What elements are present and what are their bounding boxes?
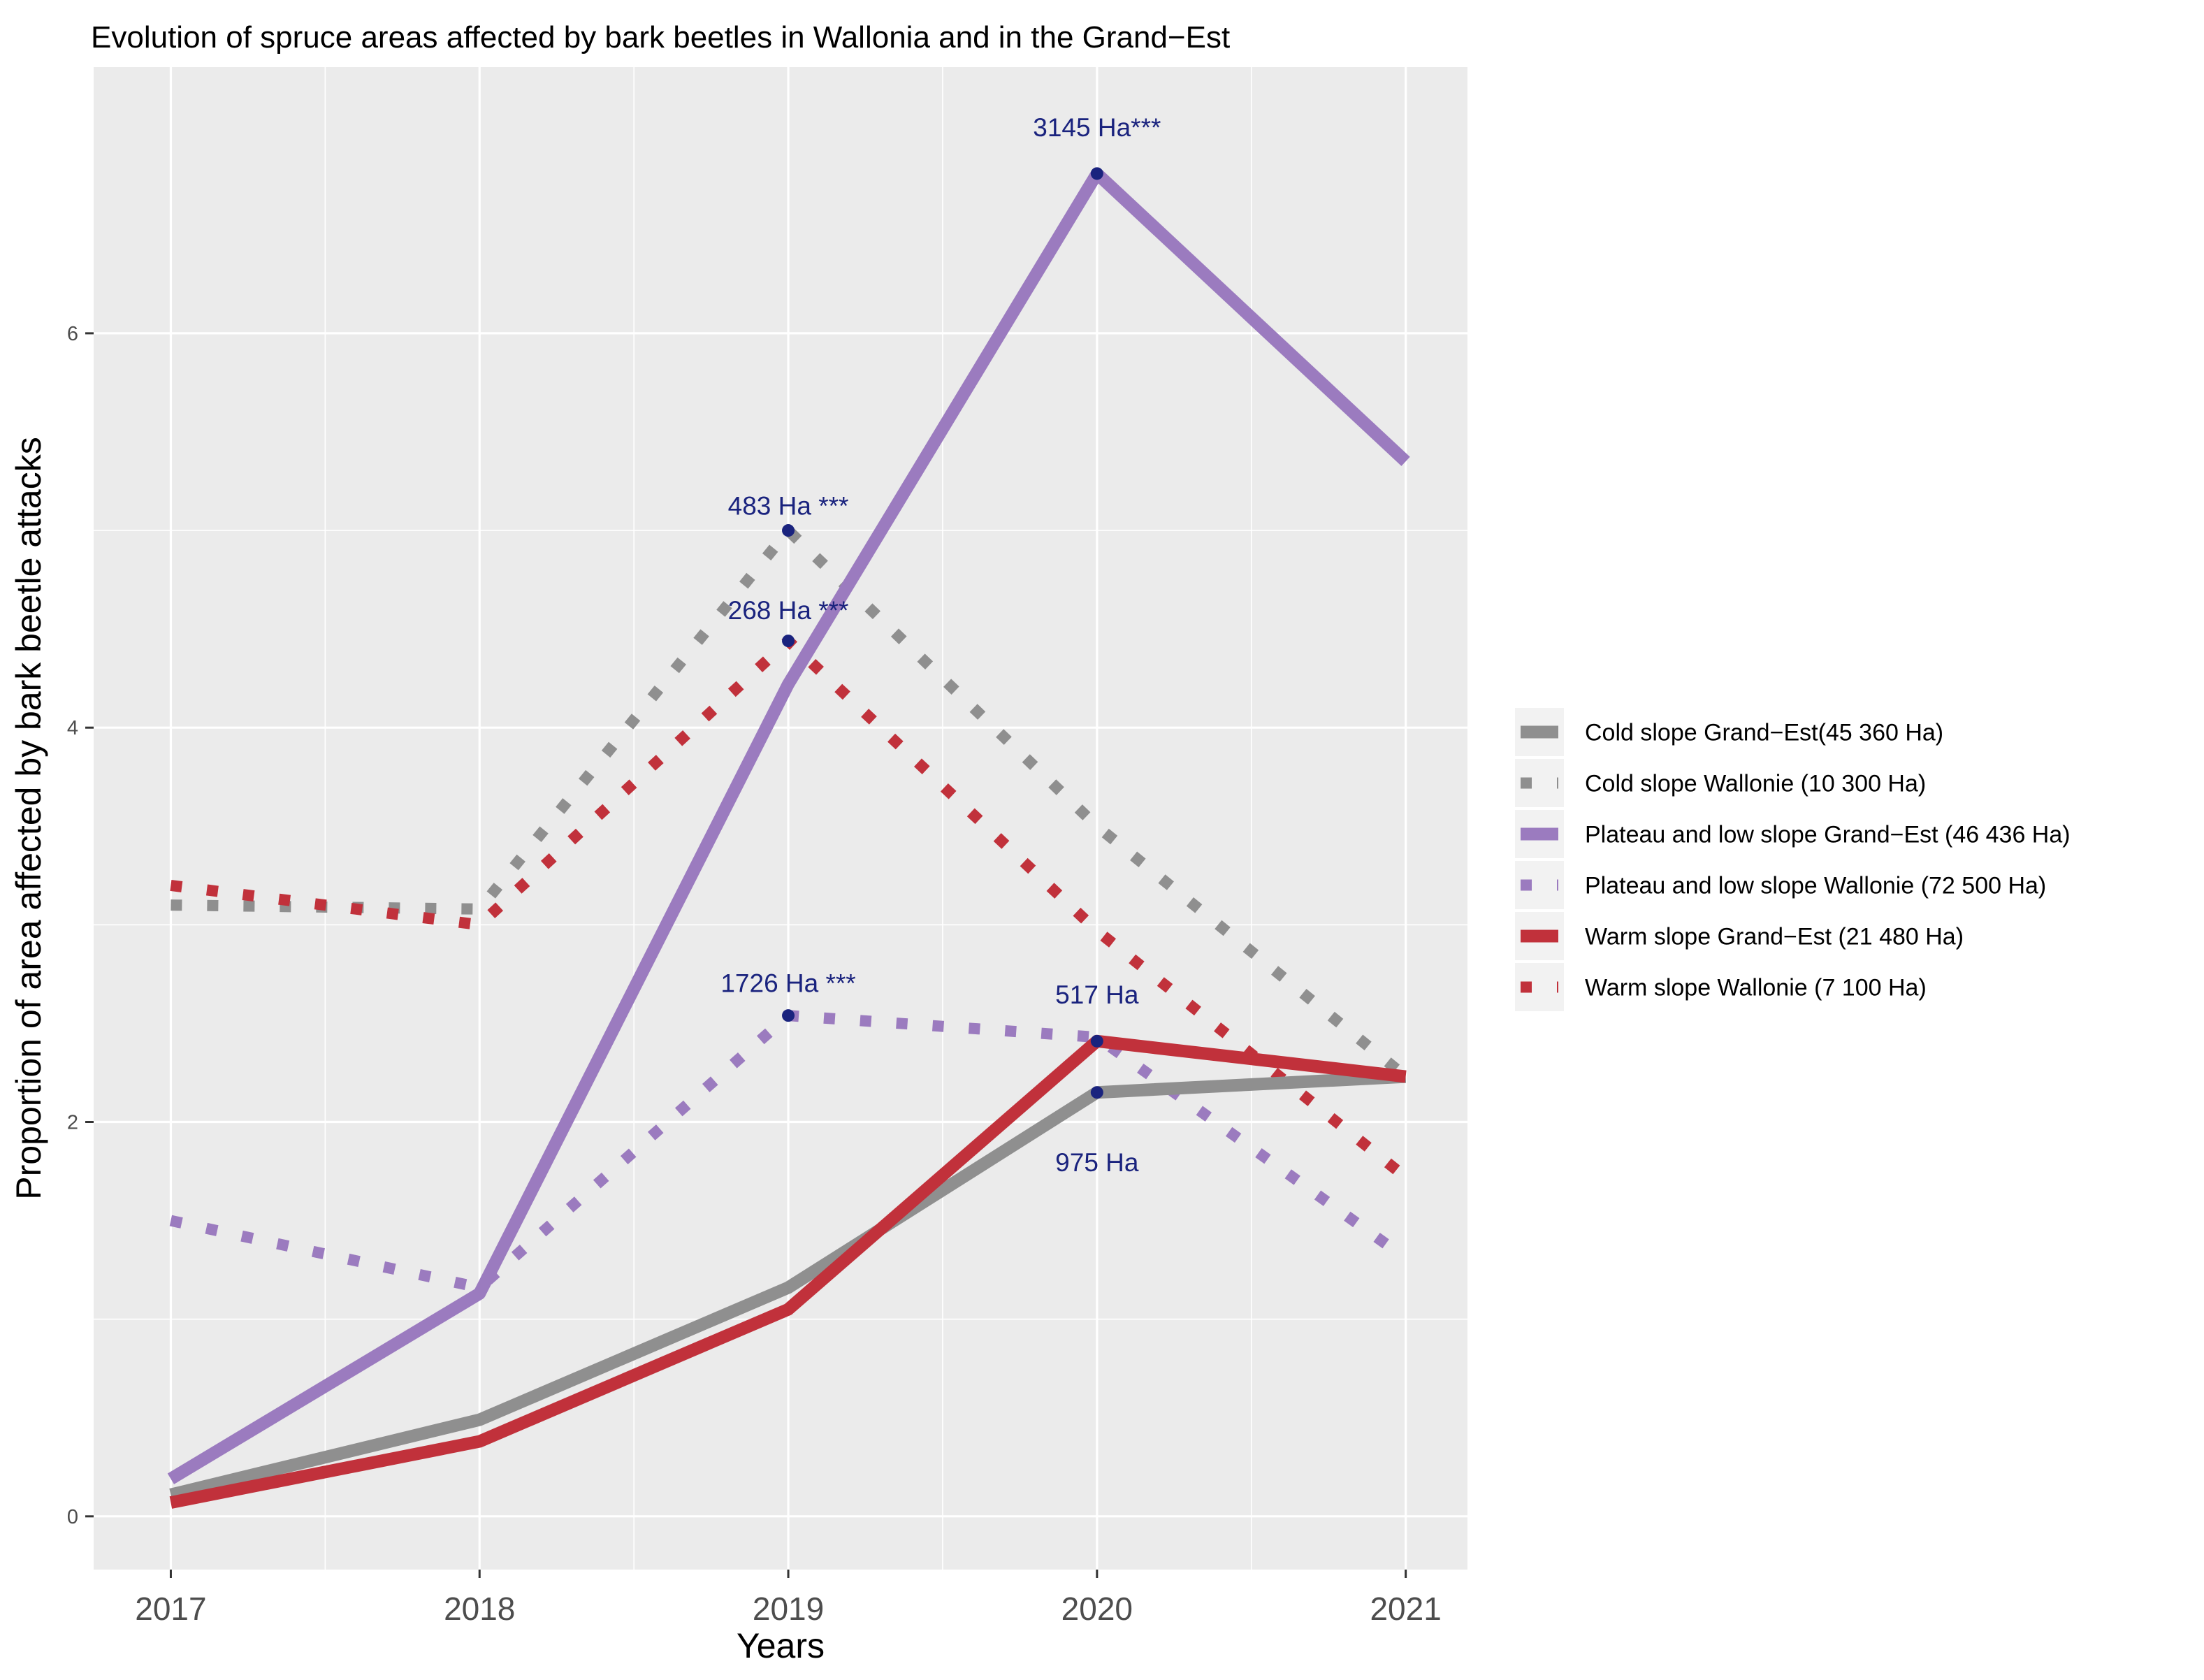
annotation-label: 3145 Ha*** bbox=[1033, 113, 1161, 142]
series-line-4 bbox=[169, 1034, 1407, 1509]
annotations: 3145 Ha*** 483 Ha *** 268 Ha *** 1726 Ha **… bbox=[720, 113, 1161, 1177]
chart-title: Evolution of spruce areas affected by ba… bbox=[91, 20, 1230, 55]
y-axis-title: Proportion of area affected by bark beet… bbox=[9, 437, 48, 1199]
annotation-label: 483 Ha *** bbox=[728, 491, 849, 520]
annotation-point bbox=[782, 524, 795, 537]
annotation-point bbox=[782, 1009, 795, 1022]
annotation-point bbox=[1090, 1086, 1103, 1099]
x-tick-label: 2021 bbox=[1370, 1591, 1441, 1627]
y-tick-label: 4 bbox=[67, 717, 78, 739]
legend: Cold slope Grand−Est(45 360 Ha) Cold slop… bbox=[1514, 697, 2189, 1022]
x-tick-label: 2019 bbox=[753, 1591, 824, 1627]
x-tick-label: 2020 bbox=[1061, 1591, 1133, 1627]
annotation-point bbox=[1090, 1034, 1103, 1048]
x-tick-label: 2017 bbox=[135, 1591, 206, 1627]
series-line-0 bbox=[169, 1070, 1407, 1501]
y-tick-label: 6 bbox=[67, 323, 78, 345]
series-line-2 bbox=[167, 167, 1410, 1484]
legend-label: Warm slope Grand−Est (21 480 Ha) bbox=[1585, 924, 1964, 950]
legend-label: Warm slope Wallonie (7 100 Ha) bbox=[1585, 975, 1927, 1001]
plot-panel bbox=[94, 67, 1467, 1570]
axes: 2017 2018 2019 2020 2021 0 2 4 6 bbox=[67, 323, 1442, 1627]
annotation-label: 975 Ha bbox=[1055, 1148, 1139, 1177]
legend-label: Cold slope Wallonie (10 300 Ha) bbox=[1585, 771, 1926, 797]
annotation-point bbox=[782, 635, 795, 648]
y-tick-label: 0 bbox=[67, 1506, 78, 1528]
x-tick-label: 2018 bbox=[444, 1591, 515, 1627]
annotation-point bbox=[1090, 167, 1103, 180]
legend-label: Cold slope Grand−Est(45 360 Ha) bbox=[1585, 720, 1943, 746]
annotation-label: 517 Ha bbox=[1055, 980, 1139, 1009]
annotation-label: 268 Ha *** bbox=[728, 596, 849, 625]
annotation-label: 1726 Ha *** bbox=[720, 969, 855, 997]
grid-lines bbox=[94, 67, 1467, 1570]
legend-box bbox=[1514, 697, 2189, 1022]
legend-label: Plateau and low slope Wallonie (72 500 H… bbox=[1585, 873, 2046, 899]
x-axis-title: Years bbox=[737, 1626, 825, 1665]
legend-label: Plateau and low slope Grand−Est (46 436 … bbox=[1585, 822, 2071, 848]
y-tick-label: 2 bbox=[67, 1112, 78, 1134]
